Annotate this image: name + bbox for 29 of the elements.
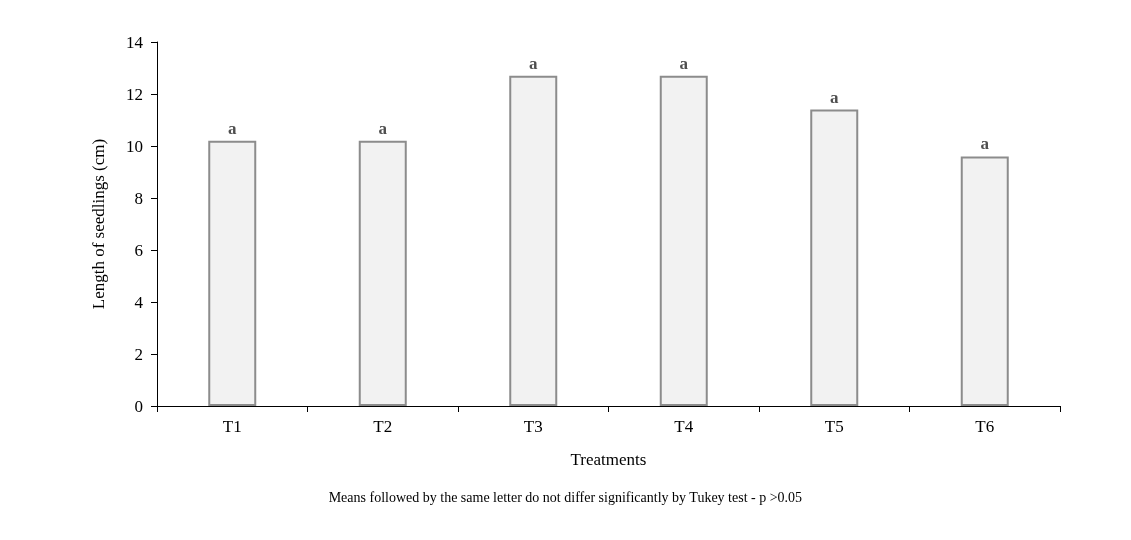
- bar: [509, 75, 558, 406]
- bar: [358, 140, 407, 406]
- annotation: a: [980, 134, 990, 154]
- annotation: a: [529, 53, 538, 73]
- y-tick-label: 0: [134, 396, 143, 416]
- x-tick-label: T2: [373, 417, 393, 436]
- x-tick-label: T4: [674, 417, 694, 436]
- x-axis-title: Treatments: [570, 450, 647, 469]
- x-tick-label: T5: [824, 417, 844, 436]
- y-tick-label: 2: [134, 344, 143, 364]
- y-axis-title: Length of seedlings (cm): [89, 138, 108, 310]
- text: Means followed by the same letter do not differ significantly by Tukey test - p >0.05: [328, 489, 803, 505]
- bar: [960, 156, 1009, 406]
- y-tick-label: 4: [134, 292, 144, 312]
- annotation: a: [830, 87, 839, 107]
- bar: [208, 140, 257, 406]
- y-tick-label: 12: [126, 84, 143, 104]
- y-tick-label: 8: [134, 188, 143, 208]
- bar: [659, 75, 708, 406]
- x-tick-label: T1: [222, 417, 242, 436]
- y-tick-label: 6: [134, 240, 143, 260]
- x-tick-label: T6: [975, 417, 995, 436]
- y-tick-label: 10: [126, 136, 143, 156]
- annotation: a: [378, 118, 388, 138]
- annotation: a: [679, 53, 689, 73]
- x-tick-label: T3: [523, 417, 543, 436]
- annotation: a: [228, 118, 237, 138]
- bar: [810, 109, 859, 406]
- y-tick-label: 14: [126, 32, 144, 52]
